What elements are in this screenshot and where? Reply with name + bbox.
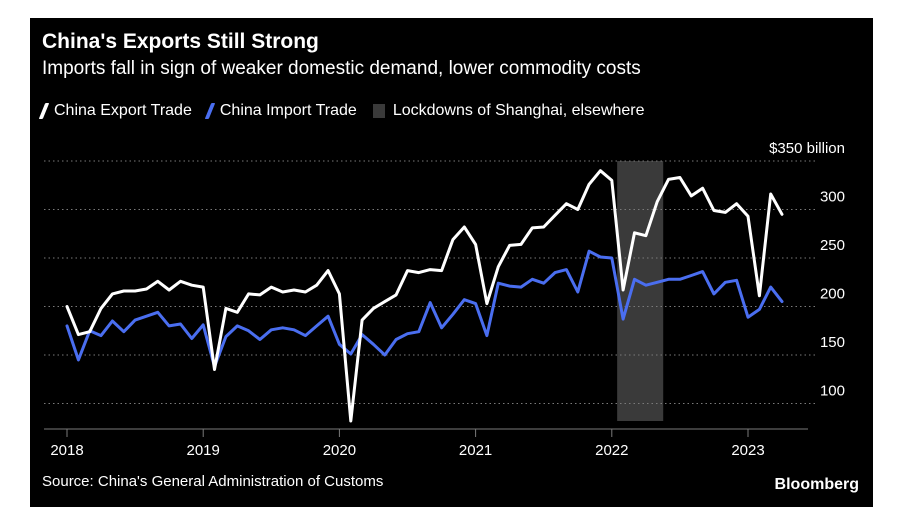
y-tick-label: 150 <box>820 334 845 351</box>
chart-panel: China's Exports Still Strong Imports fal… <box>30 18 873 507</box>
chart-subtitle: Imports fall in sign of weaker domestic … <box>42 58 641 79</box>
export-series-line <box>65 169 784 423</box>
legend-label-export: China Export Trade <box>54 102 192 119</box>
source-note: Source: China's General Administration o… <box>42 473 384 490</box>
x-tick-label: 2021 <box>459 442 492 459</box>
y-tick-label: 250 <box>820 237 845 254</box>
y-tick-label: 100 <box>820 383 845 400</box>
legend-item-export: China Export Trade <box>38 102 192 120</box>
x-tick-label: 2022 <box>595 442 628 459</box>
legend-label-lockdown: Lockdowns of Shanghai, elsewhere <box>392 102 645 119</box>
y-tick-label: 300 <box>820 189 845 206</box>
y-tick-label: 200 <box>820 286 845 303</box>
x-tick-label: 2018 <box>50 442 83 459</box>
chart-title: China's Exports Still Strong <box>42 30 319 53</box>
legend-label-import: China Import Trade <box>219 102 357 119</box>
x-tick-label: 2019 <box>187 442 220 459</box>
legend-item-import: China Import Trade <box>204 102 357 120</box>
y-tick-label: $350 billion <box>769 140 845 157</box>
legend: China Export Trade China Import Trade Lo… <box>38 102 661 120</box>
legend-item-lockdown: Lockdowns of Shanghai, elsewhere <box>372 102 645 120</box>
import-series-line <box>65 249 784 369</box>
lockdown-legend-icon <box>372 104 385 118</box>
bloomberg-logo: Bloomberg <box>774 476 859 493</box>
x-tick-label: 2020 <box>323 442 356 459</box>
x-tick-label: 2023 <box>731 442 764 459</box>
line-chart: 100 150 200 250 300 $350 billion 2018 2019 2020 2… <box>44 140 845 459</box>
